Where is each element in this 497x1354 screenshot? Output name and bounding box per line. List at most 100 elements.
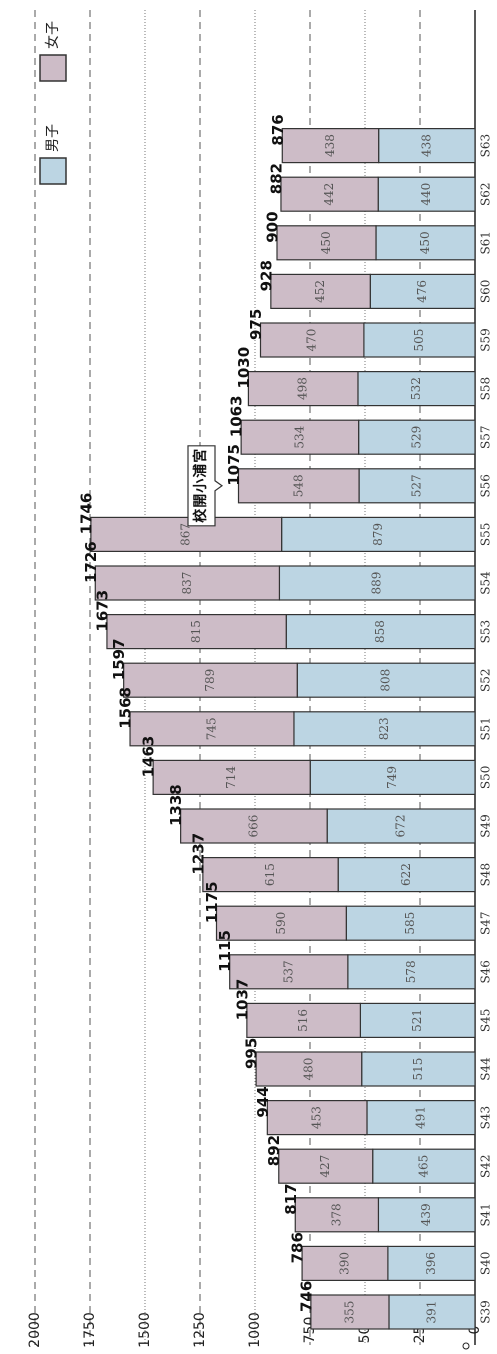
total-label: 1463 xyxy=(140,736,158,778)
category-label: S60 xyxy=(479,280,493,304)
total-label: 975 xyxy=(247,309,265,340)
annotation-char: 開 xyxy=(193,494,209,508)
annotation-char: 宮 xyxy=(192,449,209,463)
bar-segment-boys xyxy=(293,711,476,747)
annotation-box xyxy=(187,445,224,527)
bar-segment-boys xyxy=(366,1099,476,1136)
segment-label-girls: 378 xyxy=(329,1203,343,1226)
bar-segment-girls xyxy=(240,419,360,455)
tick-label: 1500 xyxy=(137,1312,153,1348)
segment-label-girls: 837 xyxy=(180,572,194,595)
total-label: 1568 xyxy=(117,687,135,729)
total-label: 928 xyxy=(257,260,275,291)
segment-label-girls: 453 xyxy=(310,1106,324,1129)
segment-label-boys: 440 xyxy=(419,183,433,206)
category-label: S62 xyxy=(479,182,493,206)
segment-label-girls: 442 xyxy=(322,183,336,206)
bar-segment-girls xyxy=(247,371,359,407)
total-label: 944 xyxy=(254,1086,272,1117)
segment-label-girls: 452 xyxy=(313,280,327,303)
total-label: 1726 xyxy=(82,541,100,583)
segment-label-girls: 498 xyxy=(296,377,310,400)
bar-segment-girls xyxy=(180,808,328,844)
legend-swatch xyxy=(39,157,67,185)
category-label: S57 xyxy=(479,425,493,449)
segment-label-girls: 789 xyxy=(203,669,217,692)
segment-label-girls: 745 xyxy=(204,717,218,740)
category-label: S44 xyxy=(479,1057,493,1081)
total-label: 1597 xyxy=(110,638,128,680)
segment-label-boys: 532 xyxy=(409,377,423,400)
bar-segment-girls xyxy=(90,516,283,553)
bar-segment-boys xyxy=(347,954,476,990)
bar-segment-girls xyxy=(246,1002,361,1039)
bar-segment-girls xyxy=(106,613,287,650)
segment-label-boys: 515 xyxy=(411,1058,425,1081)
segment-label-girls: 516 xyxy=(296,1009,310,1032)
category-label: S54 xyxy=(479,571,493,595)
segment-label-girls: 714 xyxy=(224,766,238,789)
category-axis: S39 S40 S41 S42 S43 S44 S45 S46 S47 S48 S49 S50 S51 S… xyxy=(479,134,493,1324)
bar-series: 391 355 396 390 439 378 465 427 491 453 515 480 521 5… xyxy=(90,128,476,1330)
segment-label-girls: 534 xyxy=(292,425,306,448)
segment-label-boys: 823 xyxy=(377,717,391,740)
bar-segment-boys xyxy=(281,516,476,553)
total-label: 1075 xyxy=(225,444,243,486)
segment-label-girls: 355 xyxy=(342,1301,356,1324)
bar-segment-boys xyxy=(378,128,476,164)
segment-label-boys: 505 xyxy=(412,329,426,352)
category-label: S41 xyxy=(479,1203,493,1227)
bar-segment-girls xyxy=(266,1099,368,1136)
segment-label-girls: 438 xyxy=(323,134,337,157)
bar-segment-boys xyxy=(361,1051,476,1087)
bar-segment-boys xyxy=(345,905,476,941)
bar-segment-girls xyxy=(276,225,377,261)
segment-label-girls: 480 xyxy=(301,1058,315,1081)
category-label: S49 xyxy=(479,814,493,838)
tick-label: 1750 xyxy=(82,1312,98,1348)
category-label: S46 xyxy=(479,960,493,984)
total-label: 892 xyxy=(265,1135,283,1166)
segment-label-girls: 666 xyxy=(246,815,260,838)
annotation-char: 小 xyxy=(193,479,209,493)
category-label: S55 xyxy=(479,523,493,547)
total-label: 1030 xyxy=(235,347,253,389)
segment-label-boys: 450 xyxy=(418,231,432,254)
tick-label: 1000 xyxy=(247,1312,263,1348)
bar-segment-girls xyxy=(255,1051,363,1087)
segment-label-boys: 465 xyxy=(416,1155,430,1178)
total-label: 1063 xyxy=(228,395,246,437)
category-label: S51 xyxy=(479,717,493,741)
bar-segment-girls xyxy=(202,856,339,893)
tick-label: 0 xyxy=(467,1326,483,1335)
bar-segment-girls xyxy=(129,711,295,747)
bar-segment-boys xyxy=(375,225,476,261)
category-label: S53 xyxy=(479,620,493,644)
category-label: S63 xyxy=(479,134,493,158)
segment-label-boys: 585 xyxy=(403,912,417,935)
segment-label-girls: 590 xyxy=(274,912,288,935)
bar-segment-girls xyxy=(215,905,347,941)
total-label: 1673 xyxy=(93,590,111,632)
segment-label-boys: 749 xyxy=(385,766,399,789)
total-label: 786 xyxy=(289,1232,307,1263)
segment-label-girls: 815 xyxy=(189,620,203,643)
bar-segment-boys xyxy=(337,856,476,893)
segment-label-girls: 615 xyxy=(263,863,277,886)
segment-label-boys: 879 xyxy=(371,523,385,546)
tick-label: 2000 xyxy=(27,1312,43,1348)
bar-segment-boys xyxy=(309,759,476,796)
total-label: 995 xyxy=(243,1038,261,1069)
total-label: 1115 xyxy=(216,930,234,972)
total-label: 1746 xyxy=(77,493,95,535)
bar-segment-girls xyxy=(280,176,379,212)
segment-label-boys: 889 xyxy=(370,572,384,595)
bar-segment-girls xyxy=(278,1148,374,1184)
legend-label: 女子 xyxy=(44,21,61,49)
category-label: S61 xyxy=(479,231,493,255)
